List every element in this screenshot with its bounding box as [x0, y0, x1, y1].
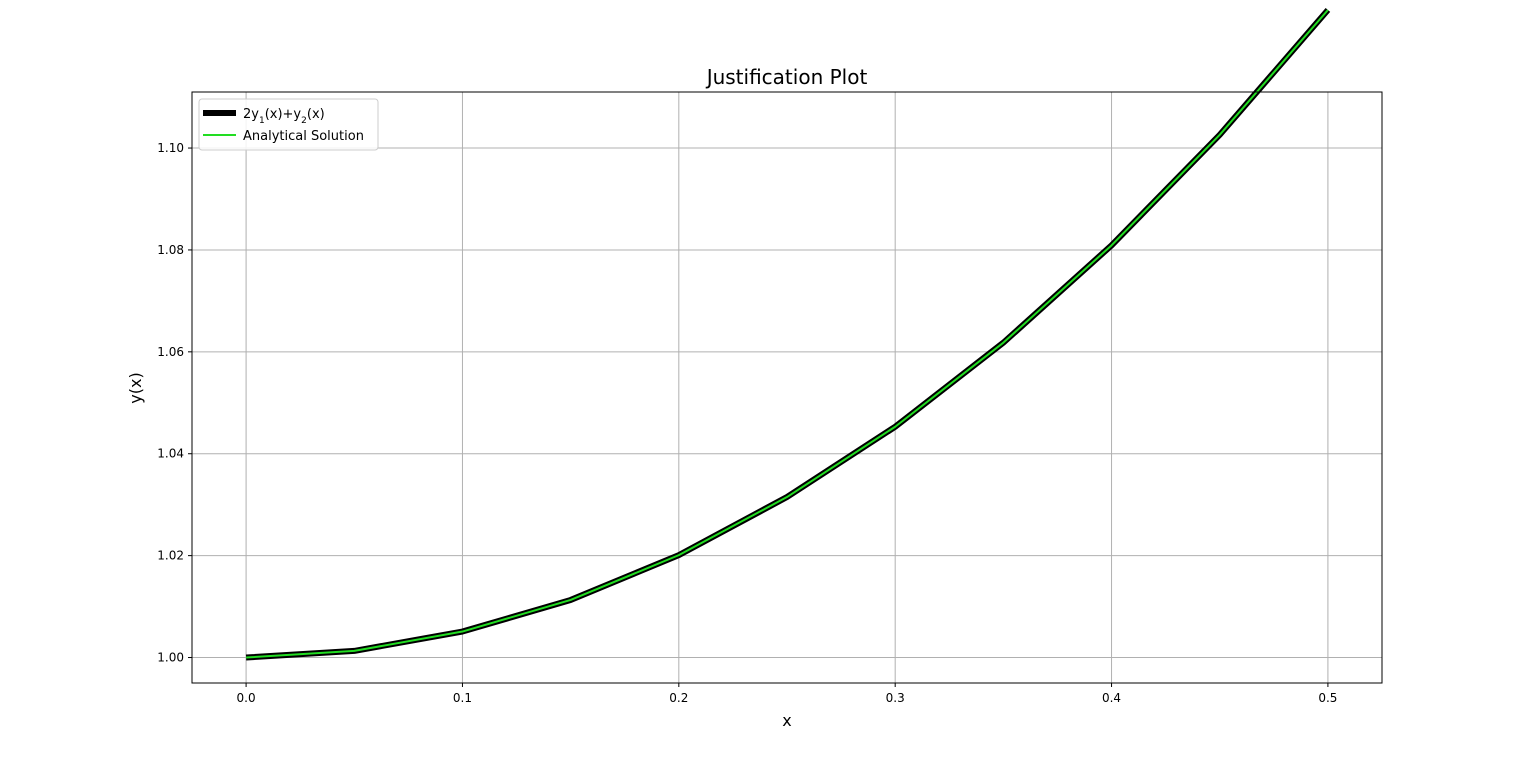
series-line-1	[245, 8, 1331, 661]
chart-title: Justification Plot	[705, 65, 868, 89]
legend-label-series-2: Analytical Solution	[243, 129, 364, 144]
series-layer	[245, 8, 1331, 661]
legend-label-series-1: 2y1(x)+y2(x)	[243, 107, 325, 126]
series-line-2	[246, 9, 1329, 659]
y-tick-label: 1.02	[157, 549, 184, 563]
y-tick-label: 1.10	[157, 141, 184, 155]
tick-layer: 0.0 0.1 0.2 0.3 0.4 0.5 1.00 1.02 1.04 1.06 1.08 1.…	[157, 141, 1337, 705]
legend: 2y1(x)+y2(x) Analytical Solution	[198, 98, 379, 151]
grid-layer	[192, 92, 1382, 683]
plot-frame	[191, 91, 1383, 684]
y-axis-label: y(x)	[126, 372, 145, 403]
x-tick-label: 0.2	[669, 691, 688, 705]
x-tick-label: 0.0	[237, 691, 256, 705]
y-tick-label: 1.08	[157, 243, 184, 257]
y-tick-label: 1.00	[157, 651, 184, 665]
legend-box	[198, 98, 379, 151]
x-axis-label: x	[782, 711, 791, 730]
x-tick-label: 0.1	[453, 691, 472, 705]
x-tick-label: 0.4	[1102, 691, 1121, 705]
x-tick-label: 0.3	[886, 691, 905, 705]
y-tick-label: 1.04	[157, 447, 184, 461]
y-tick-label: 1.06	[157, 345, 184, 359]
x-tick-label: 0.5	[1318, 691, 1337, 705]
